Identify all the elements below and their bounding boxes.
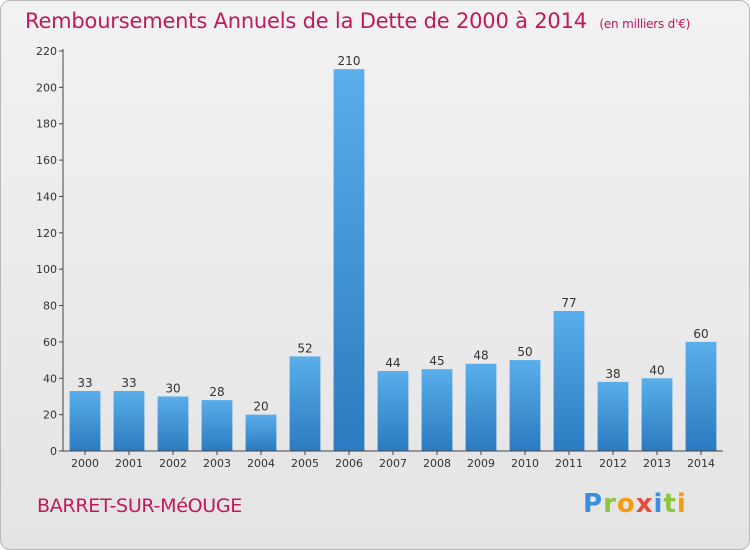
bar-2005[interactable] [289,356,321,451]
bar-2002[interactable] [157,396,189,451]
x-tick-label: 2014 [687,457,715,470]
logo-letter: t [663,489,677,519]
bar-2003[interactable] [201,400,233,451]
bar-value-label: 33 [121,376,136,390]
bar-value-label: 77 [561,296,576,310]
bar-2011[interactable] [553,311,585,451]
bar-2004[interactable] [245,414,277,451]
bar-2014[interactable] [685,341,717,451]
y-tick-label: 0 [50,445,57,458]
bar-2009[interactable] [465,363,497,451]
chart-title-text: Remboursements Annuels de la Dette de 20… [25,9,587,33]
y-tick-label: 140 [36,190,57,203]
logo-letter: P [583,489,604,519]
bar-value-label: 33 [77,376,92,390]
x-axis: 2000 2001 2002 2003 2004 2005 2006 2007 2008 2009… [63,450,723,470]
bar-2006[interactable] [333,69,365,451]
x-tick-label: 2012 [599,457,627,470]
x-tick-label: 2005 [291,457,319,470]
y-tick-label: 160 [36,154,57,167]
x-tick-label: 2007 [379,457,407,470]
y-tick-label: 220 [36,45,57,58]
bar-value-label: 45 [429,354,444,368]
bar-value-label: 44 [385,356,400,370]
commune-name: BARRET-SUR-MéOUGE [37,495,242,517]
logo-letter: x [635,489,654,519]
bar-2007[interactable] [377,371,409,451]
x-tick-label: 2006 [335,457,363,470]
bars-group: 33 33 30 28 20 52 210 44 45 48 50 77 38 40 60 [69,54,717,451]
y-tick-label: 120 [36,227,57,240]
x-tick-label: 2004 [247,457,275,470]
bar-2012[interactable] [597,381,629,451]
logo-letter: r [603,489,617,519]
x-tick-label: 2008 [423,457,451,470]
y-tick-label: 200 [36,81,57,94]
bar-value-label: 210 [338,54,361,68]
bar-value-label: 52 [297,341,312,355]
proxiti-logo[interactable]: Proxiti [583,489,687,519]
chart-title: Remboursements Annuels de la Dette de 20… [25,9,690,33]
y-tick-label: 60 [43,336,57,349]
bar-value-label: 28 [209,385,224,399]
bar-value-label: 30 [165,381,180,395]
y-tick-label: 180 [36,118,57,131]
y-tick-label: 80 [43,300,57,313]
y-tick-label: 100 [36,263,57,276]
chart-subtitle: (en milliers d'€) [599,17,691,31]
x-tick-label: 2000 [71,457,99,470]
bar-2001[interactable] [113,391,145,451]
bar-value-label: 50 [517,345,532,359]
bar-2010[interactable] [509,360,541,451]
bar-2008[interactable] [421,369,453,451]
bar-value-label: 40 [649,363,664,377]
x-tick-label: 2010 [511,457,539,470]
y-axis: 0 20 40 60 80 100 120 140 160 180 200 220 [36,45,64,458]
bar-value-label: 60 [693,327,708,341]
bar-value-label: 48 [473,349,488,363]
x-tick-label: 2001 [115,457,143,470]
x-tick-label: 2003 [203,457,231,470]
bar-2013[interactable] [641,378,673,451]
x-tick-label: 2013 [643,457,671,470]
logo-letter: o [616,489,636,519]
bar-value-label: 20 [253,400,268,414]
bar-value-label: 38 [605,367,620,381]
bar-2000[interactable] [69,391,101,451]
y-tick-label: 40 [43,372,57,385]
x-tick-label: 2011 [555,457,583,470]
y-tick-label: 20 [43,409,57,422]
logo-letter: i [653,489,664,519]
x-tick-label: 2009 [467,457,495,470]
logo-letter: i [676,489,687,519]
x-tick-label: 2002 [159,457,187,470]
